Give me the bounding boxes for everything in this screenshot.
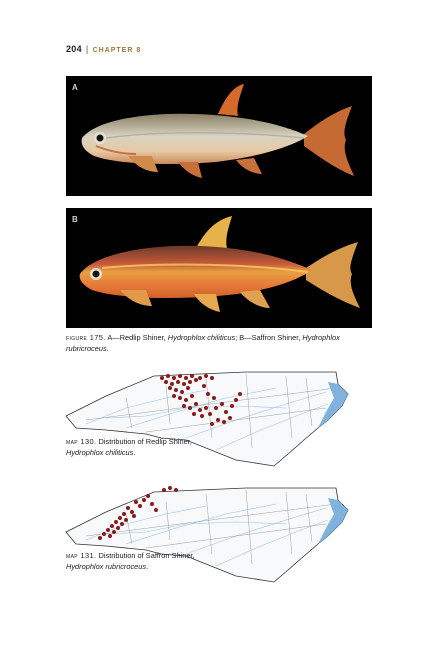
photo-redlip-shiner: A	[66, 76, 372, 196]
redlip-shiner-illustration	[81, 84, 354, 178]
saffron-shiner-illustration	[79, 216, 360, 312]
header-separator: |	[85, 44, 89, 54]
map-number-131: map 131.	[66, 551, 97, 560]
map-caption-130: map 130. Distribution of Redlip Shiner, …	[66, 437, 192, 457]
species-name-a: Hydrophlox chiliticus	[167, 333, 236, 342]
record-dots-redlip	[160, 374, 242, 426]
photo-label-b: B	[72, 215, 78, 224]
photo-saffron-shiner: B	[66, 208, 372, 328]
map-number-130: map 130.	[66, 437, 97, 446]
page-number: 204	[66, 44, 82, 54]
running-header: 204 | CHAPTER 8	[66, 44, 141, 54]
distribution-map-saffron-shiner	[65, 486, 349, 583]
record-dots-saffron	[98, 486, 178, 540]
map-caption-131: map 131. Distribution of Saffron Shiner,…	[66, 551, 195, 571]
figure-number: figure 175.	[66, 333, 106, 342]
map-130-species: Hydrophlox chiliticus	[66, 448, 134, 457]
figure-caption: figure 175. A—Redlip Shiner, Hydrophlox …	[66, 333, 340, 353]
species-name-b: Hydrophlox rubricroceus	[66, 333, 340, 353]
photo-label-a: A	[72, 83, 78, 92]
distribution-map-redlip-shiner	[65, 371, 349, 467]
chapter-title: CHAPTER 8	[92, 47, 142, 54]
map-131-species: Hydrophlox rubricroceus	[66, 562, 147, 571]
